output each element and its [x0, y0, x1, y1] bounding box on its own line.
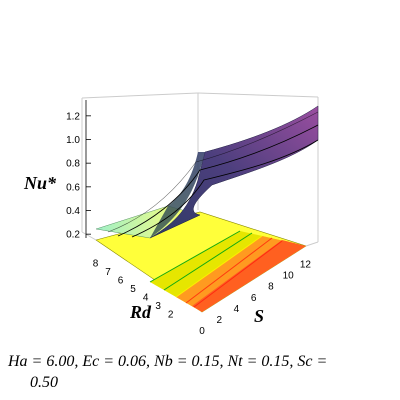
rd-tick-label: 8: [93, 258, 99, 269]
rd-tick-label: 6: [118, 275, 124, 286]
z-axis-ticks: 0.2 0.4 0.6 0.8 1.0 1.2: [66, 111, 91, 241]
rd-tick-label: 7: [105, 267, 111, 278]
caption-line-2: 0.50: [30, 374, 58, 391]
z-tick-label: 1.2: [66, 111, 80, 122]
z-tick-label: 0.8: [66, 159, 80, 170]
s-tick-label: 8: [268, 282, 274, 293]
s-tick-label: 4: [234, 304, 240, 315]
s-tick-label: 2: [216, 315, 222, 326]
rd-tick-label: 5: [130, 284, 136, 295]
z-axis-label: Nu*: [23, 173, 57, 193]
z-tick-label: 0.2: [66, 230, 80, 241]
bounding-box-front: [81, 231, 319, 247]
x-axis-label: Rd: [129, 302, 152, 322]
surface-mesh: [95, 105, 319, 239]
rd-tick-label: 4: [143, 292, 149, 303]
s-tick-label: 10: [283, 271, 295, 282]
z-tick-label: 0.6: [66, 182, 80, 193]
z-tick-label: 1.0: [66, 135, 80, 146]
parameter-caption: Ha = 6.00, Ec = 0.06, Nb = 0.15, Nt = 0.…: [8, 351, 388, 393]
s-tick-label: 0: [199, 326, 205, 337]
rd-tick-label: 2: [168, 309, 174, 320]
s-tick-label: 6: [251, 293, 257, 304]
caption-line-1: Ha = 6.00, Ec = 0.06, Nb = 0.15, Nt = 0.…: [8, 353, 328, 370]
rd-tick-label: 3: [155, 301, 161, 312]
y-axis-label: S: [254, 306, 264, 326]
z-tick-label: 0.4: [66, 206, 80, 217]
s-axis-ticks: 02 468 10 12: [199, 260, 311, 337]
s-tick-label: 12: [300, 260, 312, 271]
